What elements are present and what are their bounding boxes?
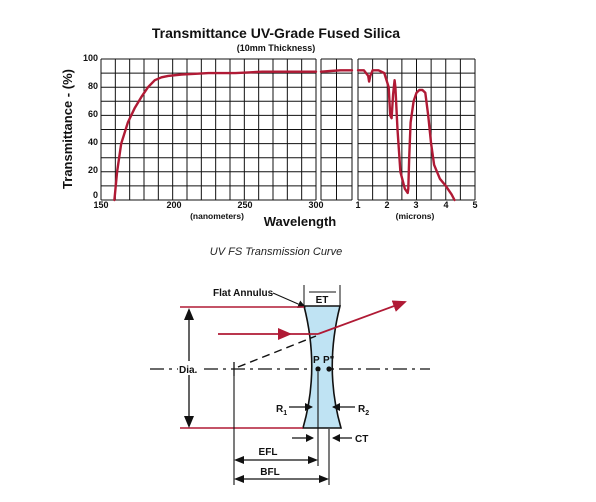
dia-label-backdrop: [178, 361, 204, 375]
principal-point-p-label: P: [313, 355, 320, 366]
principal-point-p-double-label: P": [323, 355, 335, 366]
x-unit-nanometers: (nanometers): [190, 211, 244, 221]
x-tick-label: 250: [237, 200, 252, 210]
diameter-arrow-top: [184, 308, 194, 320]
efl-arrow-right: [308, 456, 318, 464]
x-axis-label: Wavelength: [264, 214, 337, 229]
x-tick-label: 3: [413, 200, 418, 210]
y-tick-label: 100: [83, 53, 98, 63]
y-tick-label: 20: [88, 165, 98, 175]
y-axis-label: Transmittance - (%): [60, 69, 75, 189]
x-tick-label: 4: [443, 200, 448, 210]
transmittance-curve-uv: [113, 70, 318, 202]
x-tick-label: 300: [308, 200, 323, 210]
chart-caption: UV FS Transmission Curve: [210, 246, 342, 258]
efl-label: EFL: [259, 447, 278, 458]
lens-diagram: ET Flat Annulus Dia. P P" R1: [150, 285, 430, 485]
flat-annulus-label: Flat Annulus: [213, 288, 274, 299]
bfl-arrow-right: [319, 475, 329, 483]
outgoing-ray: [317, 300, 407, 335]
chart-subtitle: (10mm Thickness): [237, 43, 316, 53]
panel-mid-grid: [320, 58, 353, 201]
negative-lens: [301, 305, 343, 429]
panel-um-grid: [357, 58, 476, 201]
flat-annulus-leader: [272, 292, 306, 308]
transmittance-curve-ir: [356, 69, 456, 202]
efl-arrow-left: [234, 456, 244, 464]
y-tick-label: 80: [88, 81, 98, 91]
bfl-arrow-left: [234, 475, 244, 483]
bfl-label: BFL: [260, 467, 279, 478]
ct-label: CT: [355, 434, 368, 445]
y-tick-label: 40: [88, 137, 98, 147]
virtual-ray-extension: [237, 335, 317, 368]
diameter-label: Dia.: [179, 365, 198, 376]
x-tick-label: 1: [355, 200, 360, 210]
y-tick-label: 0: [93, 190, 98, 200]
principal-point-p: [315, 366, 321, 372]
r1-label: R1: [276, 404, 287, 417]
x-tick-label: 150: [93, 200, 108, 210]
y-tick-label: 60: [88, 109, 98, 119]
x-tick-label: 200: [166, 200, 181, 210]
transmittance-curve-visible: [319, 69, 354, 73]
chart-title: Transmittance UV-Grade Fused Silica: [152, 25, 400, 41]
panel-nm-grid: [100, 58, 317, 201]
r2-label: R2: [358, 404, 369, 417]
x-tick-label: 2: [384, 200, 389, 210]
transmittance-chart: Transmittance UV-Grade Fused Silica (10m…: [60, 25, 478, 258]
diameter-arrow-bottom: [184, 416, 194, 428]
x-unit-microns: (microns): [396, 211, 435, 221]
principal-point-p-double: [326, 366, 332, 372]
et-label: ET: [316, 295, 329, 306]
x-tick-label: 5: [472, 200, 477, 210]
